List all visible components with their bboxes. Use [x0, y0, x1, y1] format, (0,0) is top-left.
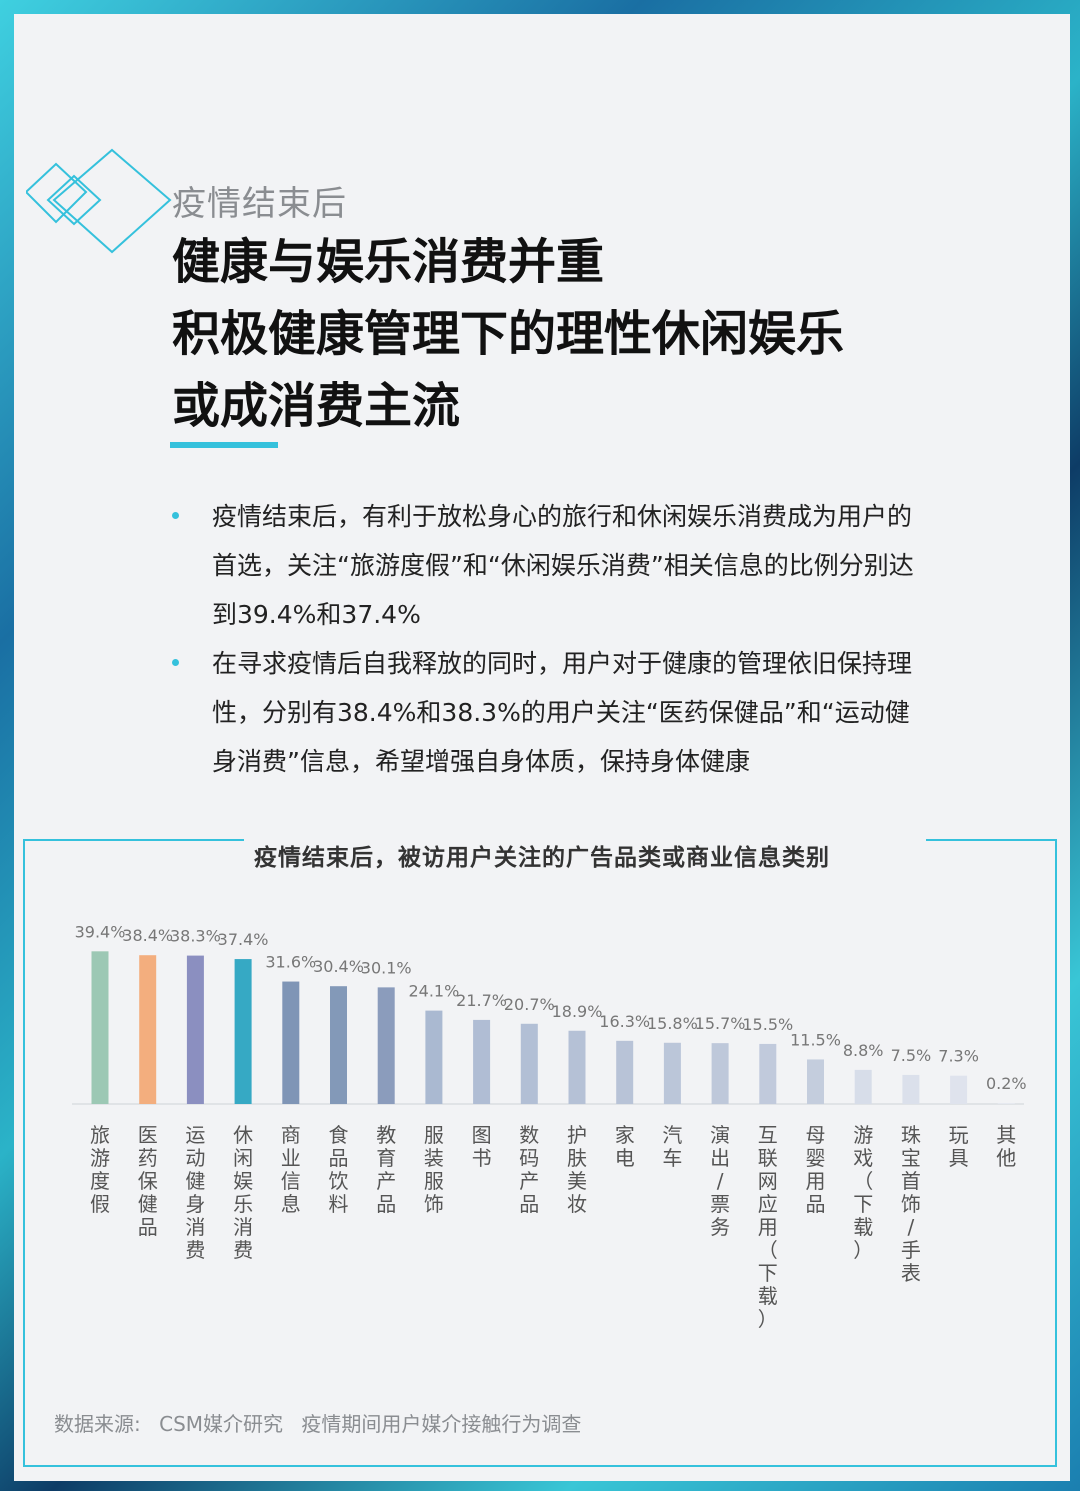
bar-12: [616, 1040, 634, 1104]
bullet-item-1: 疫情结束后，有利于放松身心的旅行和休闲娱乐消费成为用户的首选，关注“旅游度假”和…: [172, 492, 932, 639]
value-label-2: 38.4%: [122, 926, 173, 945]
bar-4: [234, 959, 252, 1104]
value-label-18: 7.5%: [891, 1046, 932, 1065]
value-label-11: 18.9%: [552, 1002, 603, 1021]
value-label-8: 24.1%: [408, 982, 459, 1001]
bar-11: [568, 1030, 586, 1104]
category-label-17: 游戏（下载）: [853, 1123, 873, 1262]
page-title: 健康与娱乐消费并重 积极健康管理下的理性休闲娱乐 或成消费主流: [172, 226, 844, 442]
value-label-16: 11.5%: [790, 1030, 841, 1049]
bar-17: [854, 1069, 872, 1104]
category-label-20: 其他: [996, 1123, 1016, 1170]
bar-15: [759, 1043, 777, 1104]
value-label-12: 16.3%: [599, 1012, 650, 1031]
value-label-13: 15.8%: [647, 1014, 698, 1033]
chart-title: 疫情结束后，被访用户关注的广告品类或商业信息类别: [254, 845, 830, 871]
bar-19: [950, 1075, 968, 1104]
title-underline: [170, 442, 278, 448]
bar-2: [139, 955, 157, 1104]
value-label-4: 37.4%: [218, 930, 269, 949]
category-label-7: 教育产品: [376, 1123, 396, 1216]
bullet-item-2: 在寻求疫情后自我释放的同时，用户对于健康的管理依旧保持理性，分别有38.4%和3…: [172, 639, 932, 786]
category-label-15: 互联网应用（下载）: [758, 1123, 778, 1331]
category-label-10: 数码产品: [519, 1123, 539, 1216]
value-label-9: 21.7%: [456, 991, 507, 1010]
bar-20: [997, 1103, 1015, 1104]
category-label-3: 运动健身消费: [185, 1123, 205, 1262]
category-label-6: 食品饮料: [329, 1123, 349, 1216]
source-label: 数据来源:: [54, 1412, 141, 1436]
value-label-17: 8.8%: [843, 1041, 884, 1060]
bar-13: [663, 1042, 681, 1104]
category-label-16: 母婴用品: [806, 1123, 826, 1216]
value-label-1: 39.4%: [75, 922, 126, 941]
value-label-6: 30.4%: [313, 957, 364, 976]
value-label-15: 15.5%: [742, 1015, 793, 1034]
title-line-2: 积极健康管理下的理性休闲娱乐: [172, 306, 845, 362]
kicker-text: 疫情结束后: [172, 184, 347, 224]
category-label-5: 商业信息: [281, 1123, 301, 1216]
category-label-2: 医药保健品: [138, 1123, 158, 1239]
source-survey: 疫情期间用户媒介接触行为调查: [301, 1412, 582, 1436]
category-label-19: 玩具: [949, 1123, 969, 1170]
category-label-14: 演出/票务: [710, 1123, 730, 1239]
value-label-14: 15.7%: [695, 1014, 746, 1033]
value-label-7: 30.1%: [361, 958, 412, 977]
bar-3: [186, 955, 204, 1104]
bar-8: [425, 1010, 443, 1104]
title-line-1: 健康与娱乐消费并重: [172, 234, 605, 290]
bar-9: [473, 1019, 491, 1104]
bar-7: [377, 987, 395, 1104]
title-line-3: 或成消费主流: [172, 378, 461, 434]
source-note: 数据来源: CSM媒介研究 疫情期间用户媒介接触行为调查: [54, 1408, 593, 1437]
bar-chart: 39.4% 旅游度假 38.4% 医药保健品 38.3% 运动健身消费 37.4% 休闲娱乐消…: [23, 839, 1057, 1467]
chart-frame: [23, 839, 1057, 1467]
source-org: CSM媒介研究: [159, 1412, 284, 1436]
value-label-19: 7.3%: [938, 1047, 979, 1066]
bar-1: [91, 951, 109, 1104]
category-label-8: 服装服饰: [424, 1123, 444, 1216]
category-label-1: 旅游度假: [90, 1123, 110, 1216]
bullet-list: 疫情结束后，有利于放松身心的旅行和休闲娱乐消费成为用户的首选，关注“旅游度假”和…: [172, 492, 932, 786]
bar-14: [711, 1043, 729, 1104]
content-card: 疫情结束后 健康与娱乐消费并重 积极健康管理下的理性休闲娱乐 或成消费主流 疫情…: [14, 14, 1070, 1481]
category-label-12: 家电: [615, 1123, 635, 1170]
category-label-4: 休闲娱乐消费: [233, 1123, 253, 1262]
category-label-18: 珠宝首饰/手表: [901, 1123, 921, 1285]
category-label-9: 图书: [472, 1123, 492, 1170]
category-label-11: 护肤美妆: [567, 1123, 587, 1216]
value-label-20: 0.2%: [986, 1074, 1027, 1093]
bar-5: [282, 981, 300, 1104]
bar-6: [330, 986, 347, 1104]
diamond-logo-icon: [26, 148, 172, 254]
value-label-5: 31.6%: [265, 953, 316, 972]
category-label-13: 汽车: [662, 1123, 682, 1170]
value-label-3: 38.3%: [170, 927, 221, 946]
value-label-10: 20.7%: [504, 995, 555, 1014]
bar-16: [807, 1059, 824, 1104]
bar-10: [520, 1023, 538, 1104]
bar-18: [902, 1074, 920, 1104]
